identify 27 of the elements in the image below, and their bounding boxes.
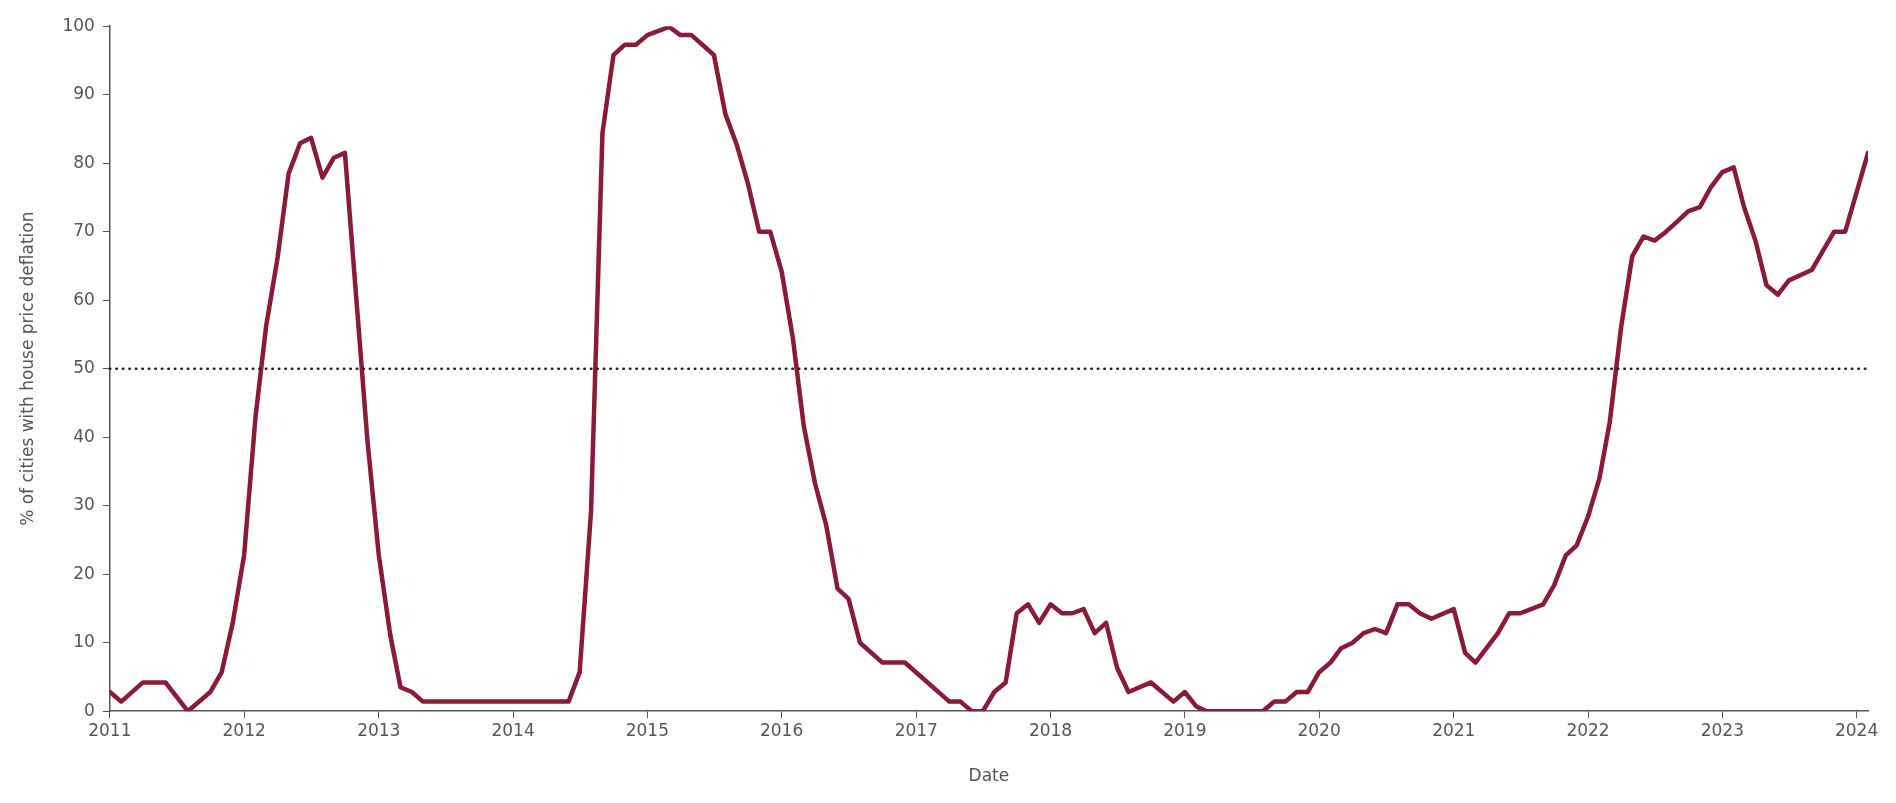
y-tick-label: 100 (62, 14, 95, 35)
y-tick-label: 60 (73, 288, 95, 309)
y-tick-label: 90 (73, 83, 95, 104)
y-tick-label: 30 (73, 494, 95, 515)
x-tick-label: 2020 (1297, 719, 1341, 740)
x-tick-label: 2014 (491, 719, 535, 740)
x-tick-label: 2015 (625, 719, 669, 740)
x-tick-label: 2016 (759, 719, 804, 740)
y-tick-label: 10 (73, 631, 95, 652)
y-tick-label: 20 (73, 562, 95, 583)
x-tick-label: 2013 (357, 719, 401, 740)
y-tick-label: 50 (73, 357, 95, 378)
y-tick-label: 40 (73, 425, 95, 446)
y-tick-label: 70 (73, 220, 95, 241)
x-tick-label: 2021 (1432, 719, 1476, 740)
y-axis-title: % of cities with house price deflation (16, 211, 37, 526)
x-tick-label: 2022 (1566, 719, 1610, 740)
x-tick-label: 2023 (1700, 719, 1744, 740)
y-tick-label: 0 (84, 699, 95, 720)
x-tick-label: 2018 (1028, 719, 1073, 740)
x-tick-label: 2024 (1834, 719, 1879, 740)
x-tick-label: 2011 (88, 719, 132, 740)
y-tick-label: 80 (73, 151, 95, 172)
x-tick-label: 2019 (1163, 719, 1207, 740)
x-tick-label: 2017 (894, 719, 938, 740)
x-tick-label: 2012 (222, 719, 266, 740)
x-axis-title: Date (968, 765, 1010, 786)
